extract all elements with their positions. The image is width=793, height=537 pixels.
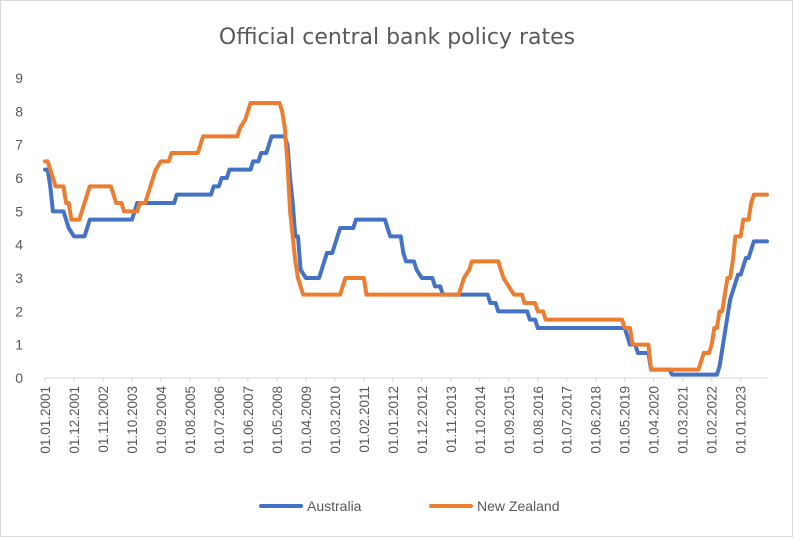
y-axis-ticks: 0 1 2 3 4 5 6 7 8 9: [15, 70, 23, 386]
x-tick-label: 01.06.2007: [241, 386, 256, 454]
x-tick-label: 01.05.2019: [618, 386, 633, 454]
x-tick-label: 01.01.2012: [386, 386, 401, 454]
legend-label-new-zealand: New Zealand: [477, 498, 560, 514]
plot-area: [43, 101, 769, 377]
x-tick-label: 01.12.2001: [67, 386, 82, 454]
legend-label-australia: Australia: [307, 498, 362, 514]
x-tick-label: 01.07.2017: [560, 386, 575, 454]
x-tick-label: 01.03.2021: [676, 386, 691, 454]
x-tick-label: 01.02.2022: [705, 386, 720, 454]
y-tick-label: 6: [15, 170, 23, 186]
chart-title: Official central bank policy rates: [219, 25, 575, 50]
x-tick-label: 01.07.2006: [212, 386, 227, 454]
y-tick-label: 2: [15, 303, 23, 319]
x-tick-label: 01.11.2002: [96, 386, 111, 453]
y-tick-label: 5: [15, 203, 23, 219]
x-tick-label: 01.04.2009: [299, 386, 314, 454]
legend: Australia New Zealand: [259, 498, 560, 514]
x-axis-ticks: 01.01.2001 01.12.2001 01.11.2002 01.10.2003…: [38, 378, 749, 454]
x-tick-label: 01.04.2020: [647, 386, 662, 454]
x-tick-label: 01.09.2004: [154, 386, 169, 454]
y-tick-label: 9: [15, 70, 23, 86]
x-tick-label: 01.03.2010: [328, 386, 343, 454]
y-tick-label: 4: [15, 237, 23, 253]
y-tick-label: 8: [15, 103, 23, 119]
series-line-new-zealand: [43, 101, 769, 372]
y-tick-label: 7: [15, 137, 23, 153]
x-tick-label: 01.11.2013: [444, 386, 459, 453]
x-tick-label: 01.01.2023: [734, 386, 749, 454]
y-tick-label: 3: [15, 270, 23, 286]
x-tick-label: 01.06.2018: [589, 386, 604, 454]
y-tick-label: 1: [15, 337, 23, 353]
x-tick-label: 01.01.2001: [38, 386, 53, 454]
x-tick-label: 01.02.2011: [357, 386, 372, 453]
x-tick-label: 01.10.2014: [473, 386, 488, 454]
x-tick-label: 01.10.2003: [125, 386, 140, 454]
y-tick-label: 0: [15, 370, 23, 386]
x-tick-label: 01.08.2016: [531, 386, 546, 454]
x-tick-label: 01.12.2012: [415, 386, 430, 454]
x-tick-label: 01.09.2015: [502, 386, 517, 454]
series-line-australia: [43, 134, 769, 377]
x-tick-label: 01.08.2005: [183, 386, 198, 454]
x-tick-label: 01.05.2008: [270, 386, 285, 454]
